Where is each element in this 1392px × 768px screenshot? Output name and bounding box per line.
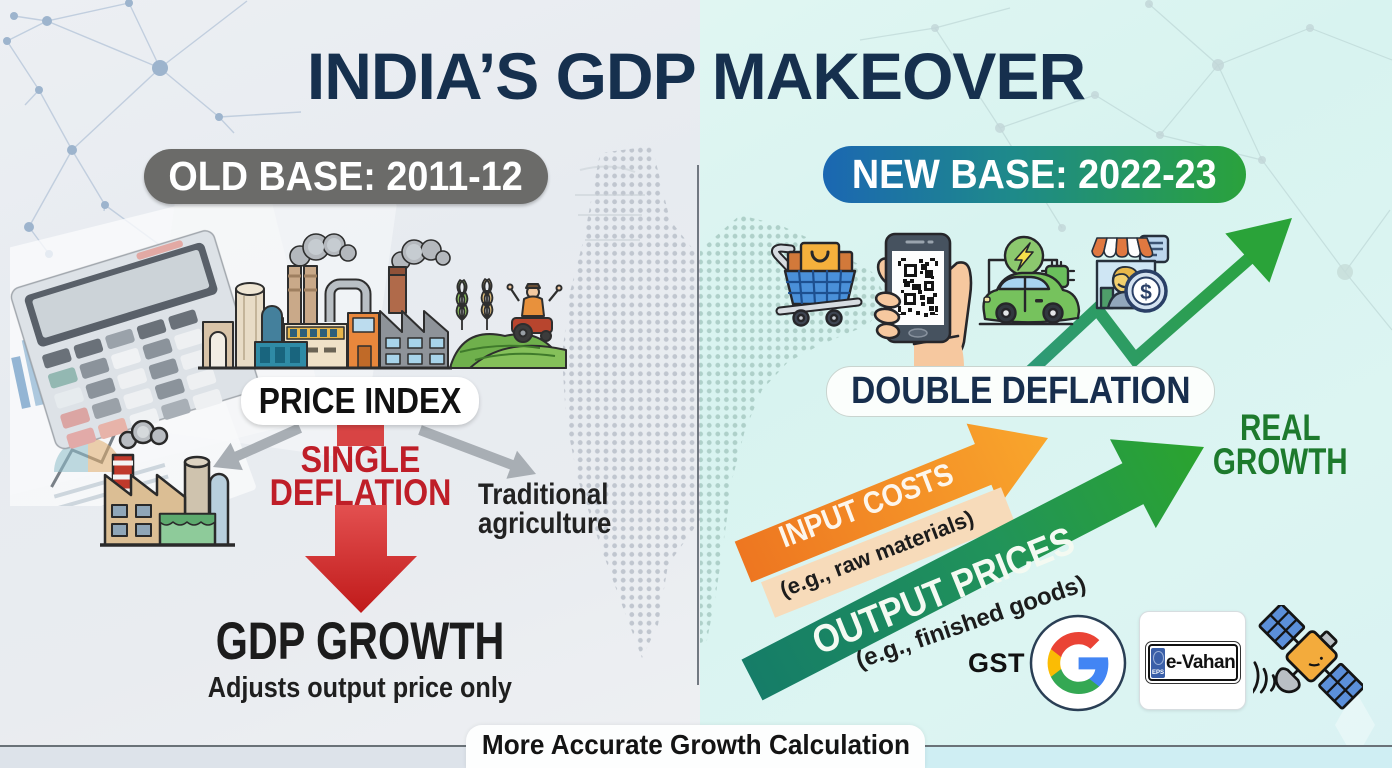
svg-text:$: $: [1140, 281, 1152, 304]
